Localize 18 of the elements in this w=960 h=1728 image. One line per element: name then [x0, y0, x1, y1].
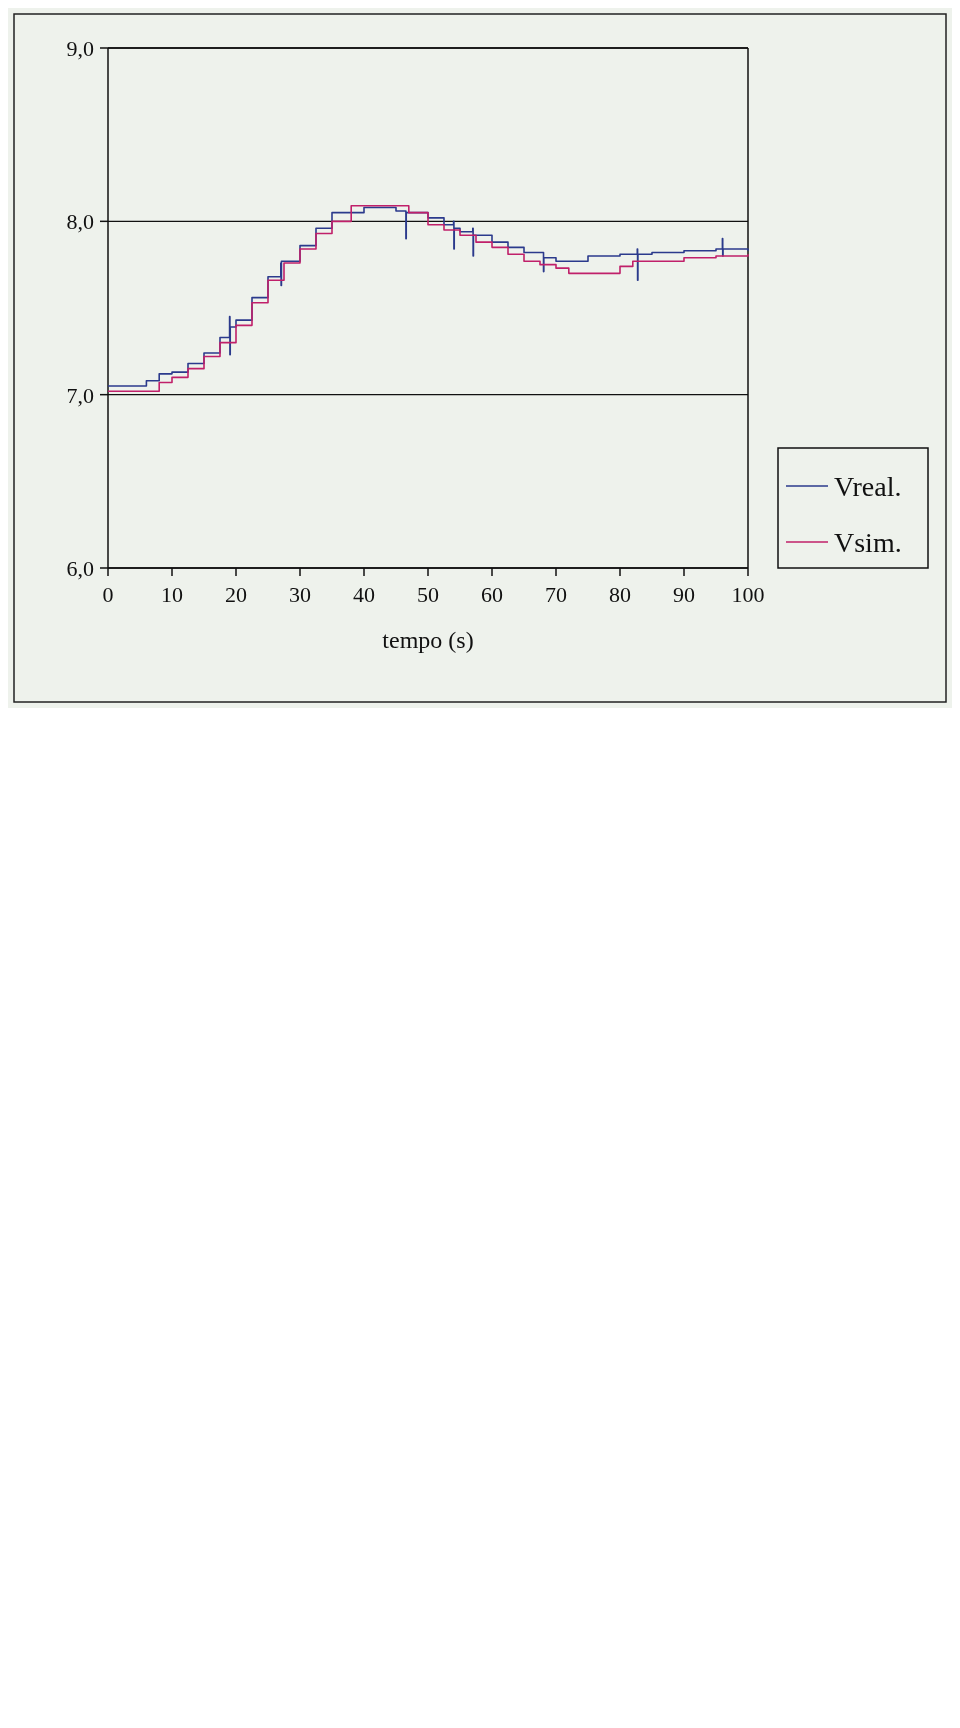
x-tick-label: 60 — [481, 582, 503, 607]
x-tick-label: 70 — [545, 582, 567, 607]
x-tick-label: 80 — [609, 582, 631, 607]
legend-label: Vreal. — [834, 471, 902, 502]
y-tick-label: 7,0 — [66, 382, 94, 408]
x-tick-label: 50 — [417, 582, 439, 607]
y-tick-label: 6,0 — [66, 556, 94, 581]
x-tick-label: 20 — [225, 582, 247, 607]
y-tick-label: 9,0 — [66, 36, 94, 61]
x-axis-title: tempo (s) — [382, 627, 474, 653]
x-tick-label: 0 — [102, 582, 114, 607]
x-tick-label: 10 — [161, 582, 183, 607]
x-tick-label: 100 — [731, 582, 765, 607]
x-tick-label: 30 — [289, 582, 311, 607]
y-tick-label: 8,0 — [66, 209, 94, 235]
legend-label: Vsim. — [834, 527, 902, 558]
x-tick-label: 90 — [673, 582, 695, 607]
x-tick-label: 40 — [353, 582, 375, 607]
